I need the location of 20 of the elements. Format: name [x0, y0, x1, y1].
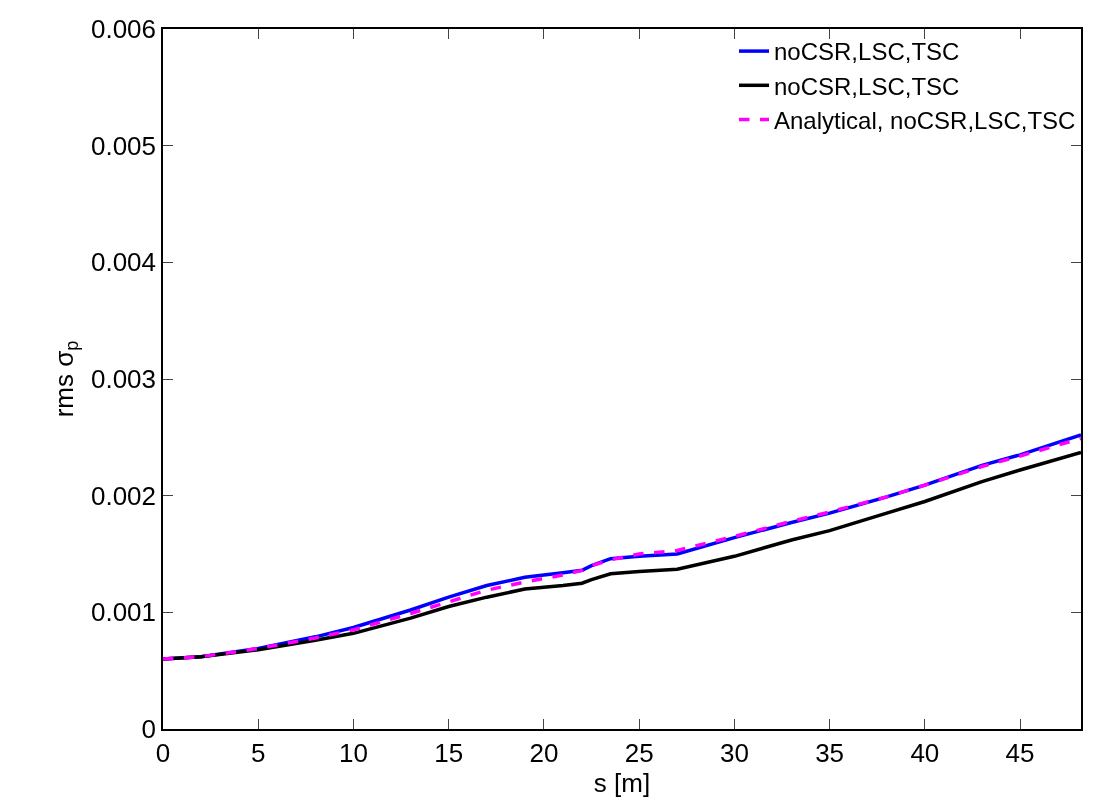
legend-label: noCSR,LSC,TSC [774, 72, 960, 100]
y-tick-label: 0.001 [90, 597, 157, 628]
y-tick-label: 0.004 [90, 247, 157, 278]
x-tick-label: 35 [815, 737, 845, 768]
y-tick-label: 0.006 [90, 14, 157, 45]
x-tick-label: 5 [251, 737, 266, 768]
legend-label: Analytical, noCSR,LSC,TSC [774, 106, 1076, 134]
x-tick-label: 40 [910, 737, 940, 768]
y-tick-label: 0.005 [90, 130, 157, 161]
y-tick-label: 0.002 [90, 480, 157, 511]
x-tick-label: 10 [339, 737, 368, 768]
y-tick-label: 0.003 [90, 364, 157, 395]
x-axis-title: s [m] [593, 767, 651, 798]
x-tick-label: 25 [624, 737, 654, 768]
x-tick-label: 15 [434, 737, 464, 768]
x-tick-label: 45 [1005, 737, 1035, 768]
x-tick-label: 20 [529, 737, 559, 768]
legend-label: noCSR,LSC,TSC [774, 38, 960, 66]
x-tick-label: 30 [719, 737, 749, 768]
y-tick-label: 0 [141, 714, 157, 745]
